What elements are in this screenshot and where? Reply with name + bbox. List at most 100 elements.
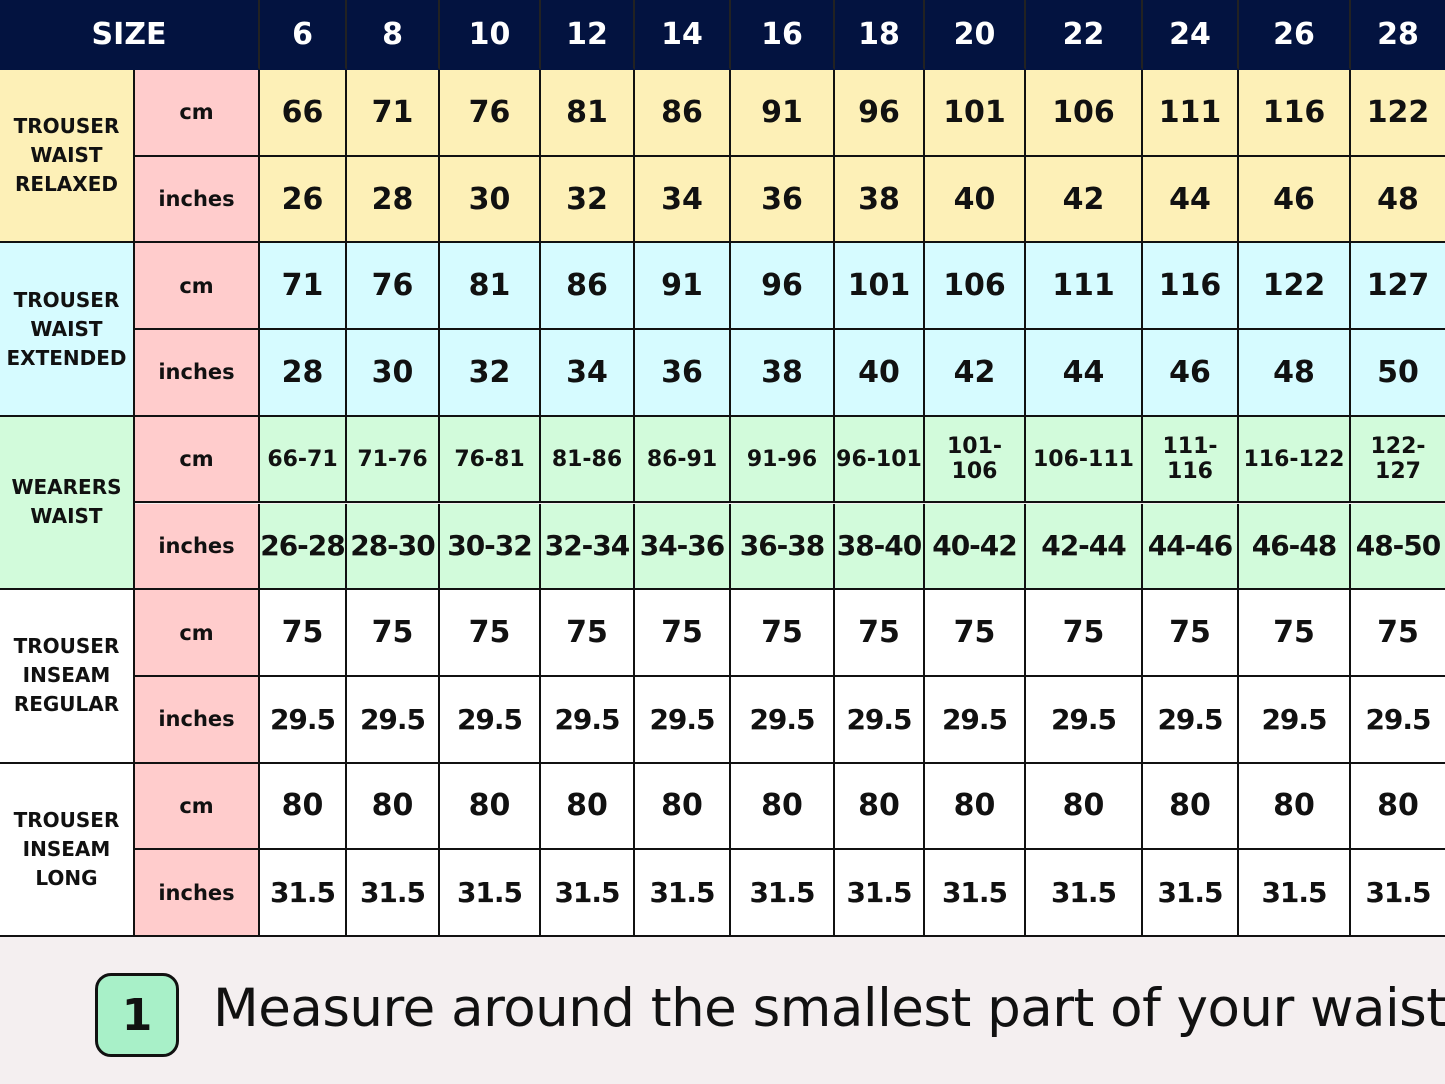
size-value: 86 — [541, 243, 635, 331]
size-value: 29.5 — [347, 676, 440, 764]
size-value: 36-38 — [731, 503, 835, 591]
group-label: WEARERS WAIST — [0, 416, 135, 591]
size-value: 28-30 — [347, 503, 440, 591]
size-value: 91-96 — [731, 416, 835, 504]
size-value: 127 — [1351, 243, 1445, 331]
size-value: 96 — [835, 70, 925, 157]
size-value: 26-28 — [260, 503, 347, 591]
size-value: 32 — [541, 156, 635, 244]
size-value: 81 — [541, 70, 635, 157]
size-value: 34 — [541, 330, 635, 417]
size-value: 111-116 — [1143, 416, 1239, 504]
size-value: 30-32 — [440, 503, 541, 591]
size-value: 42-44 — [1026, 503, 1143, 591]
unit-label: cm — [135, 590, 260, 677]
size-value: 75 — [835, 590, 925, 677]
unit-label: cm — [135, 70, 260, 157]
size-value: 71-76 — [347, 416, 440, 504]
instruction-text: Measure around the smallest part of your… — [213, 978, 1445, 1039]
size-value: 80 — [260, 763, 347, 851]
size-value: 36 — [731, 156, 835, 244]
size-value: 46 — [1143, 330, 1239, 417]
size-value: 86 — [635, 70, 731, 157]
size-value: 75 — [1351, 590, 1445, 677]
size-value: 101-106 — [925, 416, 1026, 504]
size-value: 46-48 — [1239, 503, 1351, 591]
size-value: 75 — [1143, 590, 1239, 677]
size-value: 32 — [440, 330, 541, 417]
size-heading: 18 — [835, 0, 925, 70]
unit-label: cm — [135, 763, 260, 851]
size-value: 116 — [1143, 243, 1239, 331]
size-value: 30 — [347, 330, 440, 417]
size-value: 29.5 — [925, 676, 1026, 764]
size-value: 91 — [635, 243, 731, 331]
size-value: 101 — [925, 70, 1026, 157]
size-value: 122 — [1239, 243, 1351, 331]
size-value: 75 — [440, 590, 541, 677]
size-value: 44 — [1026, 330, 1143, 417]
size-value: 44 — [1143, 156, 1239, 244]
unit-label: inches — [135, 850, 260, 937]
size-value: 75 — [347, 590, 440, 677]
size-value: 32-34 — [541, 503, 635, 591]
group-label: TROUSER INSEAM LONG — [0, 763, 135, 937]
size-value: 28 — [260, 330, 347, 417]
size-value: 31.5 — [925, 850, 1026, 937]
size-value: 38 — [731, 330, 835, 417]
size-heading: 24 — [1143, 0, 1239, 70]
size-value: 31.5 — [1143, 850, 1239, 937]
size-value: 38 — [835, 156, 925, 244]
size-value: 122-127 — [1351, 416, 1445, 504]
size-value: 28 — [347, 156, 440, 244]
size-value: 76 — [440, 70, 541, 157]
size-value: 40-42 — [925, 503, 1026, 591]
size-value: 80 — [1351, 763, 1445, 851]
size-value: 29.5 — [1239, 676, 1351, 764]
size-value: 80 — [835, 763, 925, 851]
unit-label: cm — [135, 243, 260, 331]
size-heading: 22 — [1026, 0, 1143, 70]
step-badge: 1 — [95, 973, 179, 1057]
size-value: 48-50 — [1351, 503, 1445, 591]
size-value: 40 — [835, 330, 925, 417]
size-value: 36 — [635, 330, 731, 417]
size-value: 31.5 — [1026, 850, 1143, 937]
size-value: 81-86 — [541, 416, 635, 504]
unit-label: inches — [135, 676, 260, 764]
size-value: 29.5 — [541, 676, 635, 764]
size-value: 80 — [440, 763, 541, 851]
size-value: 40 — [925, 156, 1026, 244]
size-value: 46 — [1239, 156, 1351, 244]
size-value: 29.5 — [835, 676, 925, 764]
size-value: 44-46 — [1143, 503, 1239, 591]
size-value: 122 — [1351, 70, 1445, 157]
size-value: 66-71 — [260, 416, 347, 504]
size-heading: 26 — [1239, 0, 1351, 70]
size-value: 31.5 — [541, 850, 635, 937]
size-value: 34 — [635, 156, 731, 244]
size-value: 106-111 — [1026, 416, 1143, 504]
size-heading: 12 — [541, 0, 635, 70]
size-value: 71 — [260, 243, 347, 331]
size-header: SIZE — [0, 0, 260, 70]
size-heading: 28 — [1351, 0, 1445, 70]
size-value: 29.5 — [731, 676, 835, 764]
size-value: 31.5 — [731, 850, 835, 937]
size-value: 71 — [347, 70, 440, 157]
size-value: 31.5 — [1239, 850, 1351, 937]
size-value: 91 — [731, 70, 835, 157]
size-value: 31.5 — [260, 850, 347, 937]
size-value: 75 — [1239, 590, 1351, 677]
size-value: 116-122 — [1239, 416, 1351, 504]
size-heading: 14 — [635, 0, 731, 70]
size-value: 48 — [1351, 156, 1445, 244]
size-value: 96-101 — [835, 416, 925, 504]
size-value: 34-36 — [635, 503, 731, 591]
size-heading: 20 — [925, 0, 1026, 70]
size-value: 29.5 — [1143, 676, 1239, 764]
size-value: 26 — [260, 156, 347, 244]
size-value: 42 — [1026, 156, 1143, 244]
size-value: 38-40 — [835, 503, 925, 591]
size-value: 75 — [541, 590, 635, 677]
